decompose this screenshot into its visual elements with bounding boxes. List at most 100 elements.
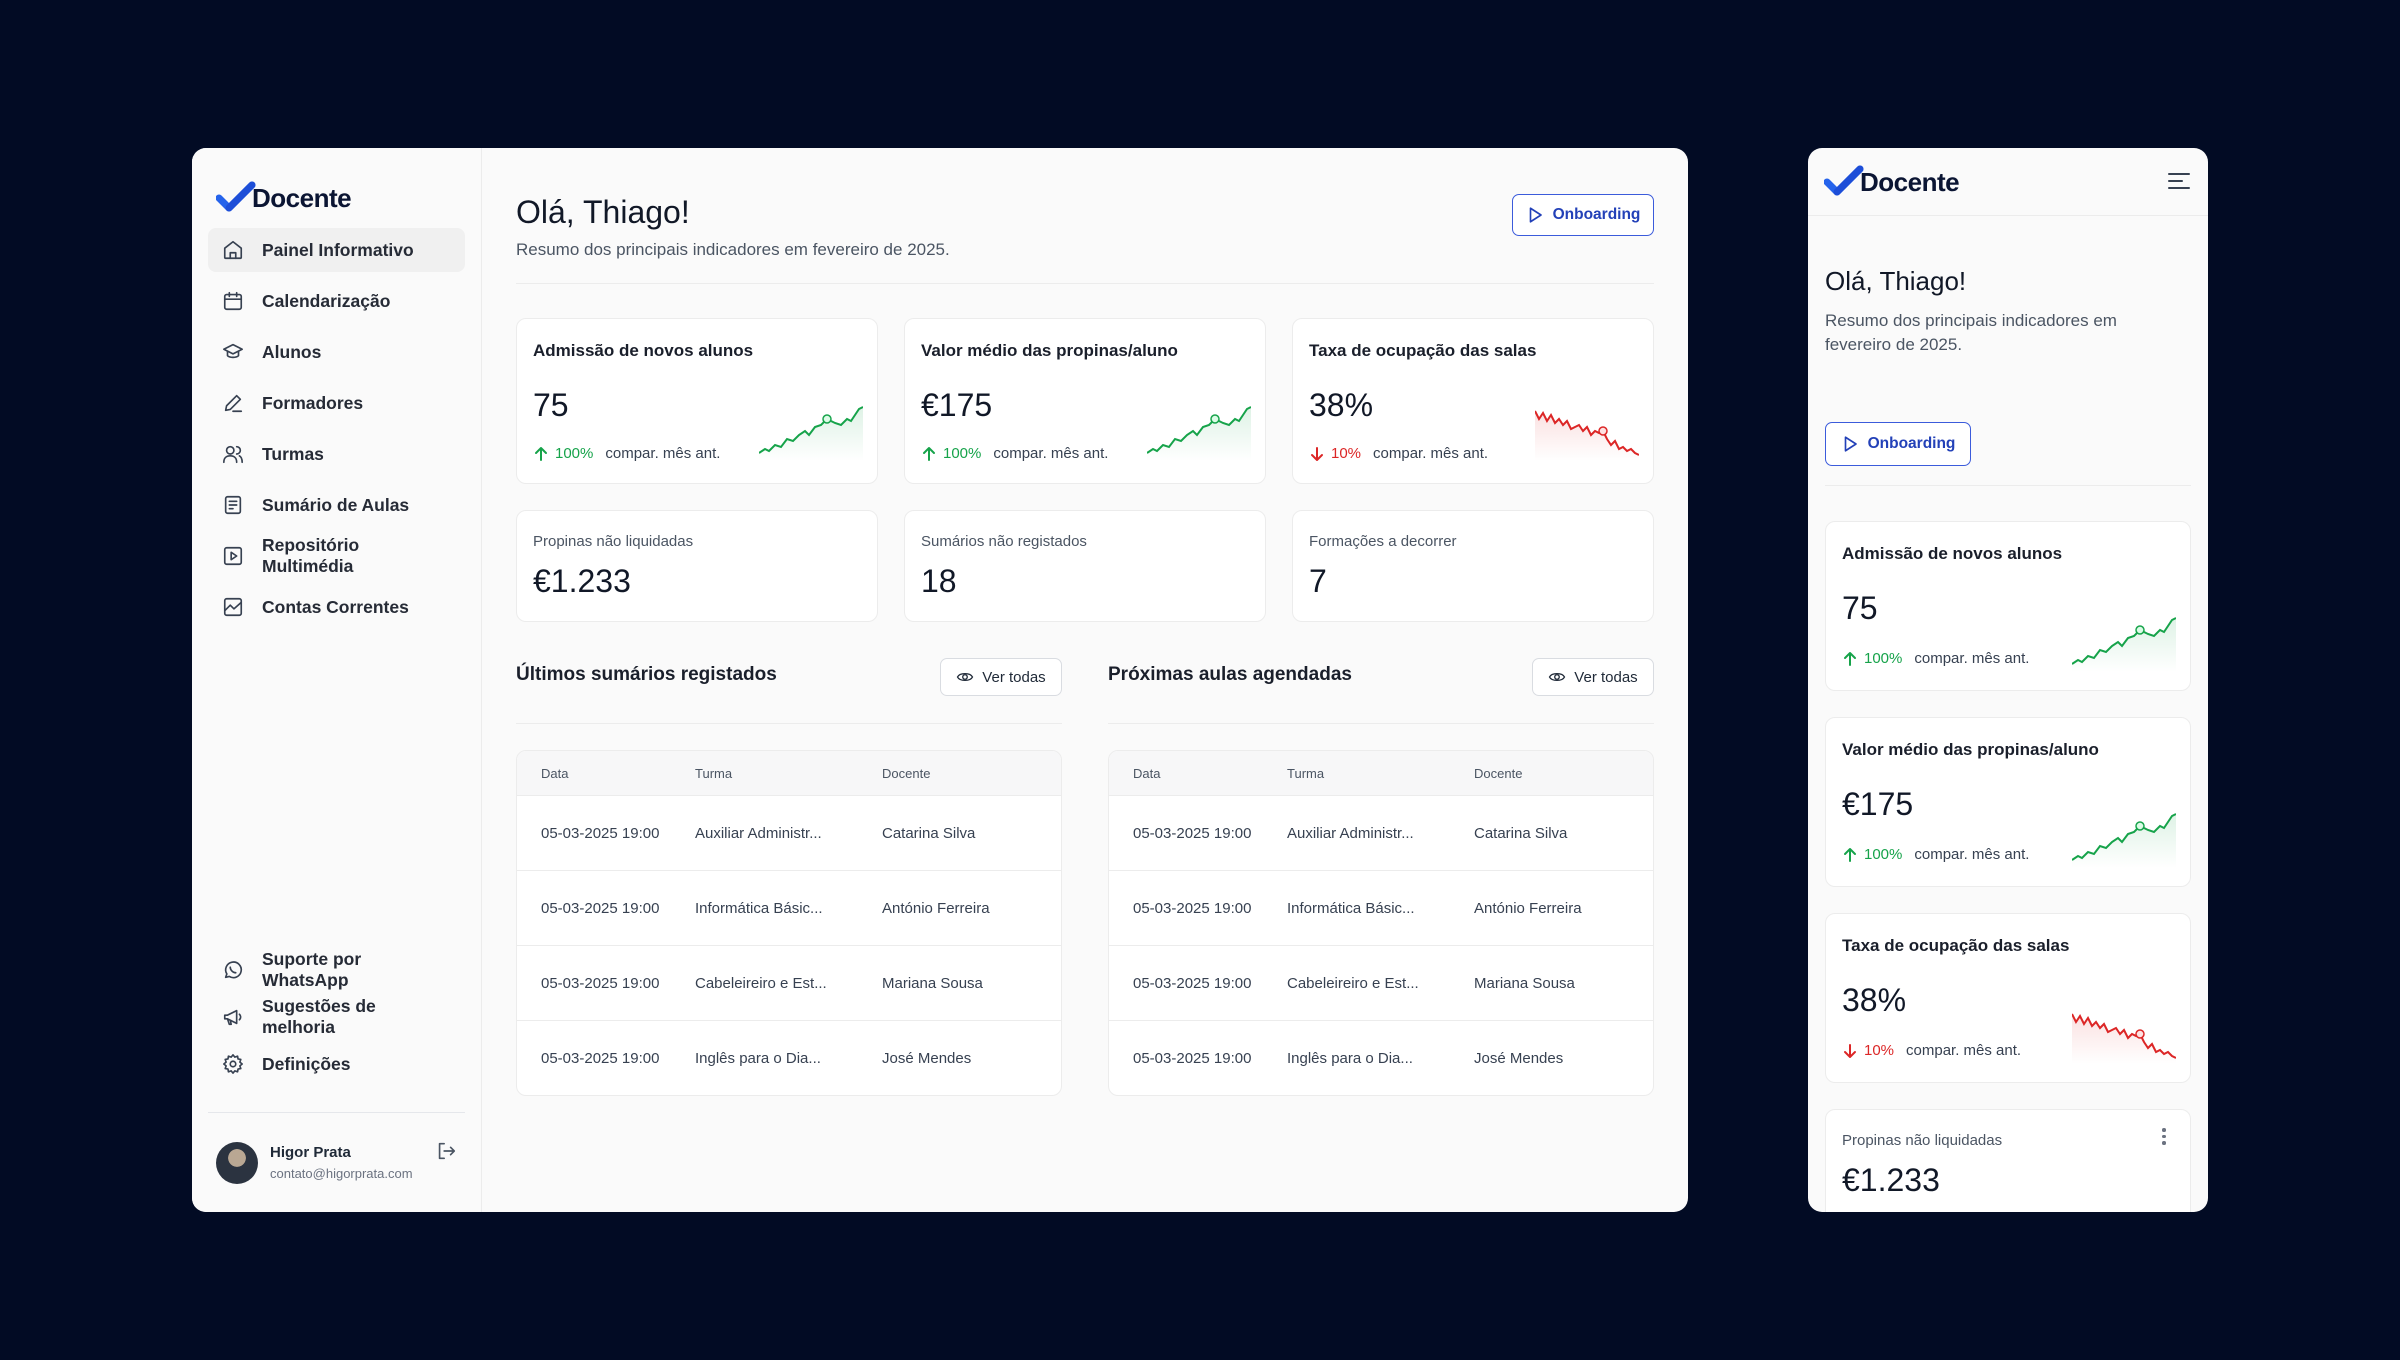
kpi-card-propinas[interactable]: Valor médio das propinas/aluno €175 100%…: [1825, 717, 2191, 887]
sidebar-item-sumario-de-aulas[interactable]: Sumário de Aulas: [208, 483, 465, 527]
table-row[interactable]: 05-03-2025 19:00 Cabeleireiro e Est... M…: [517, 945, 1061, 1020]
graduation-cap-icon: [223, 343, 243, 359]
stat-card-sumarios-nao-registados[interactable]: Sumários não registados 18: [904, 510, 1266, 622]
ver-todas-button[interactable]: Ver todas: [1532, 658, 1654, 696]
cell-docente: Mariana Sousa: [1474, 974, 1575, 992]
kpi-title: Valor médio das propinas/aluno: [1842, 740, 2099, 759]
hamburger-menu-icon[interactable]: [2168, 172, 2190, 190]
play-icon: [1844, 436, 1857, 452]
cell-turma: Inglês para o Dia...: [1287, 1049, 1413, 1067]
kpi-title: Admissão de novos alunos: [533, 341, 754, 360]
sidebar-item-label: Sugestões de melhoria: [262, 996, 376, 1037]
onboarding-button[interactable]: Onboarding: [1512, 194, 1654, 236]
cell-turma: Cabeleireiro e Est...: [1287, 974, 1419, 992]
sidebar-item-label: Turmas: [262, 443, 324, 464]
sidebar-item-label: Definições: [262, 1053, 351, 1074]
sidebar-item-definicoes[interactable]: Definições: [208, 1042, 465, 1086]
page-header: Olá, Thiago! Resumo dos principais indic…: [516, 148, 1654, 284]
sidebar-item-label: Contas Correntes: [262, 596, 409, 617]
page-subtitle: Resumo dos principais indicadores em fev…: [516, 240, 950, 259]
sidebar-item-repositorio-multimedia[interactable]: Repositório Multimédia: [208, 534, 465, 578]
table-row[interactable]: 05-03-2025 19:00 Informática Básic... An…: [517, 870, 1061, 945]
cell-docente: Mariana Sousa: [882, 974, 983, 992]
brand-name: Docente: [1860, 166, 1960, 197]
table-row[interactable]: 05-03-2025 19:00 Auxiliar Administr... C…: [517, 795, 1061, 870]
column-header[interactable]: Turma: [1287, 765, 1325, 781]
brand-logo[interactable]: Docente: [1824, 160, 1960, 204]
table-row[interactable]: 05-03-2025 19:00 Inglês para o Dia... Jo…: [517, 1020, 1061, 1095]
table-row[interactable]: 05-03-2025 19:00 Inglês para o Dia... Jo…: [1109, 1020, 1653, 1095]
megaphone-icon: [223, 1009, 242, 1026]
kpi-card-propinas[interactable]: Valor médio das propinas/aluno €175 100%…: [904, 318, 1266, 484]
sparkline-up: [759, 406, 863, 461]
sidebar-item-suporte-whatsapp[interactable]: Suporte por WhatsApp: [208, 948, 465, 992]
kpi-delta-value: 100%: [555, 445, 594, 462]
kpi-value: 75: [1842, 590, 1878, 626]
ver-todas-button[interactable]: Ver todas: [940, 658, 1062, 696]
stat-label: Sumários não registados: [921, 533, 1087, 550]
sidebar-item-painel-informativo[interactable]: Painel Informativo: [208, 228, 465, 272]
cell-docente: António Ferreira: [882, 899, 990, 917]
column-header[interactable]: Turma: [695, 765, 733, 781]
column-header[interactable]: Docente: [882, 765, 931, 781]
stat-value: 18: [921, 563, 957, 599]
kpi-compare-label: compar. mês ant.: [1914, 846, 2030, 863]
gear-icon: [223, 1054, 243, 1074]
home-icon: [223, 240, 243, 260]
kpi-card-ocupacao[interactable]: Taxa de ocupação das salas 38% 10% compa…: [1825, 913, 2191, 1083]
kpi-value: €175: [921, 387, 993, 423]
cell-turma: Auxiliar Administr...: [1287, 824, 1414, 842]
stat-card-propinas-nao-liquidadas[interactable]: Propinas não liquidadas €1.233: [516, 510, 878, 622]
onboarding-label: Onboarding: [1867, 435, 1956, 452]
arrow-down-icon: [1311, 446, 1323, 461]
sidebar-item-turmas[interactable]: Turmas: [208, 432, 465, 476]
kpi-compare-label: compar. mês ant.: [993, 445, 1109, 462]
eye-icon: [1549, 672, 1566, 682]
logout-icon[interactable]: [435, 1140, 457, 1162]
stat-value: 7: [1309, 563, 1327, 599]
mobile-topbar: Docente: [1808, 148, 2208, 216]
kpi-card-ocupacao[interactable]: Taxa de ocupação das salas 38% 10% compa…: [1292, 318, 1654, 484]
onboarding-button[interactable]: Onboarding: [1825, 422, 1971, 466]
more-options-icon[interactable]: [2162, 1128, 2166, 1148]
sidebar-item-formadores[interactable]: Formadores: [208, 381, 465, 425]
sidebar-item-sugestoes-melhoria[interactable]: Sugestões de melhoria: [208, 995, 465, 1039]
sidebar: Docente Painel Informativo Calendarizaçã…: [192, 148, 482, 1212]
cell-date: 05-03-2025 19:00: [541, 824, 660, 842]
cell-date: 05-03-2025 19:00: [541, 1049, 660, 1067]
table-row[interactable]: 05-03-2025 19:00 Cabeleireiro e Est... M…: [1109, 945, 1653, 1020]
users-icon: [223, 445, 243, 464]
kpi-delta-value: 100%: [1864, 650, 1903, 667]
cell-docente: Catarina Silva: [1474, 824, 1568, 842]
sidebar-item-alunos[interactable]: Alunos: [208, 330, 465, 374]
sidebar-item-contas-correntes[interactable]: Contas Correntes: [208, 585, 465, 629]
stat-card-formacoes-a-decorrer[interactable]: Formações a decorrer 7: [1292, 510, 1654, 622]
kpi-card-admissao[interactable]: Admissão de novos alunos 75 100% compar.…: [1825, 521, 2191, 691]
sidebar-bottom-nav: Suporte por WhatsApp Sugestões de melhor…: [208, 948, 465, 1089]
desktop-app-window: Docente Painel Informativo Calendarizaçã…: [192, 148, 1688, 1212]
table-header-row: Data Turma Docente: [517, 751, 1061, 795]
stat-value: €1.233: [533, 563, 631, 599]
kpi-title: Valor médio das propinas/aluno: [921, 341, 1178, 360]
brand-logo[interactable]: Docente: [216, 176, 481, 220]
cell-date: 05-03-2025 19:00: [1133, 974, 1252, 992]
kpi-delta: 100% compar. mês ant.: [533, 445, 720, 462]
brand-name: Docente: [252, 182, 352, 213]
sidebar-item-calendarizacao[interactable]: Calendarização: [208, 279, 465, 323]
stat-card-propinas-nao-liquidadas[interactable]: Propinas não liquidadas €1.233: [1825, 1109, 2191, 1212]
sidebar-item-label: Calendarização: [262, 290, 391, 311]
ultimos-sumarios-section: Últimos sumários registados Ver todas Da…: [516, 658, 1062, 1096]
sidebar-item-label: Suporte por WhatsApp: [262, 949, 362, 990]
data-table: Data Turma Docente 05-03-2025 19:00 Auxi…: [516, 750, 1062, 1096]
column-header[interactable]: Docente: [1474, 765, 1523, 781]
arrow-up-icon: [1844, 847, 1856, 862]
table-row[interactable]: 05-03-2025 19:00 Informática Básic... An…: [1109, 870, 1653, 945]
table-row[interactable]: 05-03-2025 19:00 Auxiliar Administr... C…: [1109, 795, 1653, 870]
kpi-value: 38%: [1842, 982, 1907, 1018]
kpi-card-admissao[interactable]: Admissão de novos alunos 75 100% compar.…: [516, 318, 878, 484]
column-header[interactable]: Data: [541, 765, 569, 781]
stat-label: Formações a decorrer: [1309, 533, 1457, 550]
column-header[interactable]: Data: [1133, 765, 1161, 781]
user-email: contato@higorprata.com: [270, 1166, 413, 1181]
sparkline-up: [2072, 617, 2176, 672]
